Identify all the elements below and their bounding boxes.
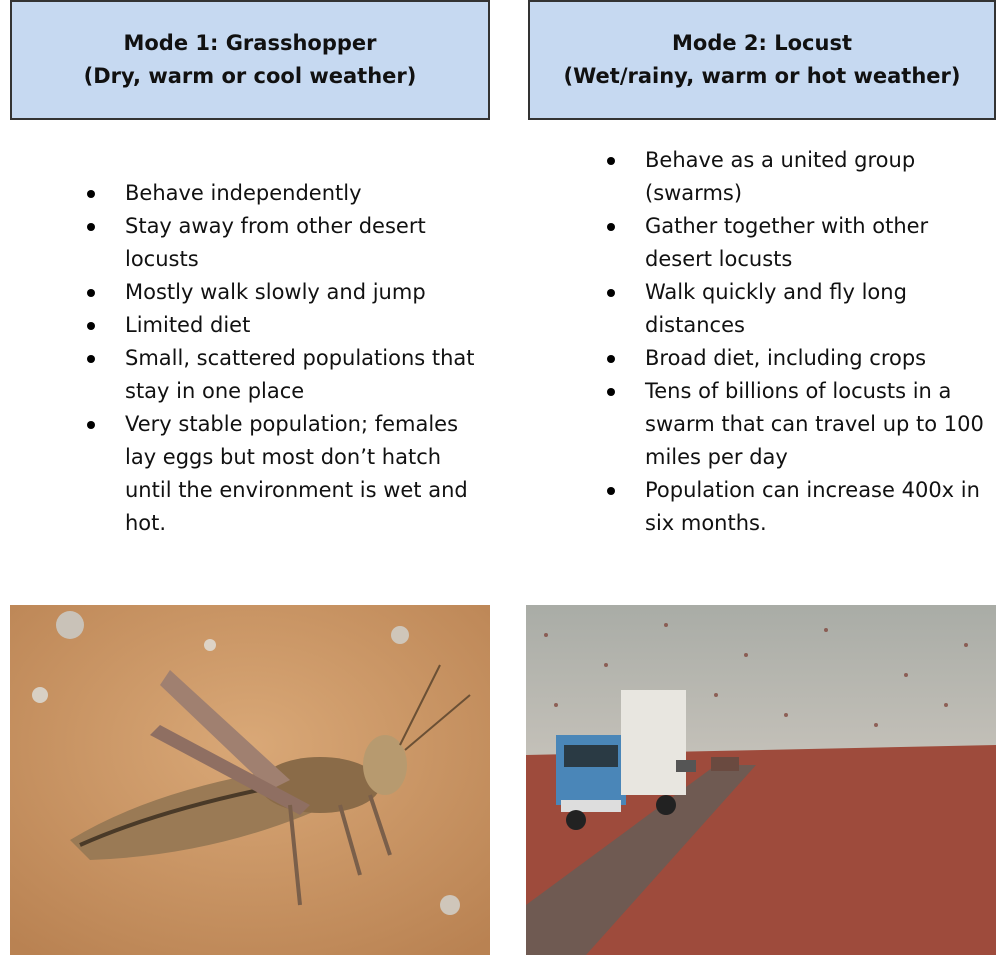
bullet: Gather together with other desert locust… xyxy=(607,210,990,276)
column-subtitle: (Wet/rainy, warm or hot weather) xyxy=(563,64,961,88)
bullet: Population can increase 400x in six mont… xyxy=(607,474,990,540)
column-title: Mode 1: Grasshopper xyxy=(123,31,377,55)
bullet: Limited diet xyxy=(87,309,480,342)
bullet: Small, scattered populations that stay i… xyxy=(87,342,480,408)
bullet: Tens of billions of locusts in a swarm t… xyxy=(607,375,990,474)
locust-swarm-photo xyxy=(526,605,996,955)
header-box: Mode 1: Grasshopper (Dry, warm or cool w… xyxy=(10,0,490,120)
bullet: Behave independently xyxy=(87,177,480,210)
grasshopper-photo xyxy=(10,605,490,955)
bullet: Stay away from other desert locusts xyxy=(87,210,480,276)
column-title: Mode 2: Locust xyxy=(672,31,852,55)
header-box: Mode 2: Locust (Wet/rainy, warm or hot w… xyxy=(528,0,996,120)
bullet: Walk quickly and fly long distances xyxy=(607,276,990,342)
bullet-list: Behave as a united group (swarms) Gather… xyxy=(607,144,990,540)
bullet: Broad diet, including crops xyxy=(607,342,990,375)
column-subtitle: (Dry, warm or cool weather) xyxy=(83,64,417,88)
bullet: Very stable population; females lay eggs… xyxy=(87,408,480,540)
bullet: Behave as a united group (swarms) xyxy=(607,144,990,210)
bullet: Mostly walk slowly and jump xyxy=(87,276,480,309)
bullet-list: Behave independently Stay away from othe… xyxy=(87,177,480,540)
